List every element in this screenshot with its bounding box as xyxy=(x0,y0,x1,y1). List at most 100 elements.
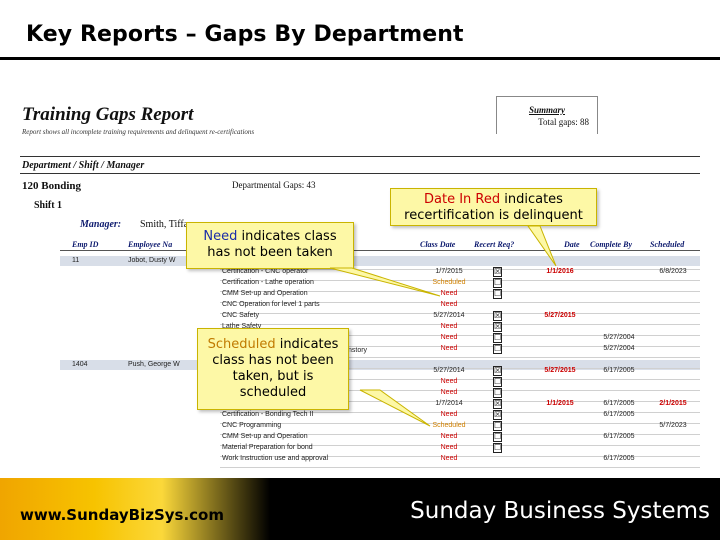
table-row: CNC Safety 5/27/2014 5/27/2015 ☒ xyxy=(20,311,700,322)
class-date: Scheduled xyxy=(432,279,466,286)
course-name: CMM Set-up and Operation xyxy=(222,433,308,440)
recert-checkbox: ☒ xyxy=(493,399,502,409)
class-date: Need xyxy=(440,455,458,462)
manager-name: Smith, Tiffany xyxy=(140,219,199,230)
column-header-complete-by: Complete By xyxy=(590,240,632,249)
table-row: Certification - Lathe operation Scheduled… xyxy=(20,278,700,289)
table-row: Lathe Safety Need ☒ xyxy=(20,322,700,333)
table-row: Certification - Bonding Tech II Need 6/17/… xyxy=(20,410,700,421)
complete-by: 6/17/2005 xyxy=(603,433,635,440)
class-date: Need xyxy=(440,444,458,451)
class-date: Need xyxy=(440,411,458,418)
shift-name: Shift 1 xyxy=(34,200,63,211)
recert-checkbox: ☐ xyxy=(493,388,502,398)
callout-date-red-text: indicates xyxy=(500,192,563,207)
employee-id: 11 xyxy=(72,257,80,264)
scheduled-date: 6/8/2023 xyxy=(659,268,687,275)
table-row xyxy=(20,355,700,366)
table-row: Need 5/27/2004 ☐ xyxy=(20,333,700,344)
table-row: CNC Programming Scheduled 5/7/2023 ☐ xyxy=(20,421,700,432)
footer-bar: www.SundayBizSys.com Sunday Business Sys… xyxy=(0,478,720,540)
employee-name: Jobot, Dusty W xyxy=(128,257,176,264)
recert-checkbox: ☒ xyxy=(493,322,502,332)
training-gaps-report: Training Gaps Report Report shows all in… xyxy=(20,96,700,470)
recert-checkbox: ☐ xyxy=(493,278,502,288)
recert-checkbox: ☐ xyxy=(493,289,502,299)
callout-scheduled: Scheduled indicates class has not been t… xyxy=(197,328,349,410)
due-date: 1/1/2015 xyxy=(546,400,574,407)
report-subtitle: Report shows all incomplete training req… xyxy=(22,128,255,136)
recert-checkbox: ☒ xyxy=(493,410,502,420)
table-row: Certification - CNC operator 1/7/2015 1/1/… xyxy=(20,267,700,278)
course-name: Work Instruction use and approval xyxy=(222,455,329,462)
recert-checkbox: ☐ xyxy=(493,421,502,431)
column-header-employee-name: Employee Na xyxy=(128,240,173,249)
complete-by: 6/17/2005 xyxy=(603,455,635,462)
table-row: CNC Operation for level 1 parts Need xyxy=(20,300,700,311)
table-row: Need ☐ xyxy=(20,377,700,388)
course-name: CMM Set-up and Operation xyxy=(222,290,308,297)
footer-brand: Sunday Business Systems xyxy=(410,498,710,524)
class-date: Need xyxy=(440,389,458,396)
callout-need-text-2: has not been taken xyxy=(207,245,333,260)
course-name: CNC Safety xyxy=(222,312,259,319)
course-name: CNC Operation for level 1 parts xyxy=(222,301,320,308)
recert-checkbox: ☐ xyxy=(493,432,502,442)
table-row: Work Instruction use and approval Need 6/1… xyxy=(20,454,700,465)
column-header-scheduled: Scheduled xyxy=(650,240,685,249)
due-date: 5/27/2015 xyxy=(544,312,576,319)
recert-checkbox: ☐ xyxy=(493,377,502,387)
summary-title: Summary xyxy=(528,105,565,115)
title-divider xyxy=(0,57,720,60)
table-row: Material Preparation for bond Need ☐ xyxy=(20,443,700,454)
department-name: 120 Bonding xyxy=(22,180,81,192)
recert-checkbox: ☒ xyxy=(493,267,502,277)
employee-id: 1404 xyxy=(72,361,88,368)
course-name: Certification - Lathe operation xyxy=(222,279,314,286)
report-title: Training Gaps Report xyxy=(22,104,194,125)
callout-date-red-highlight: Date In Red xyxy=(424,192,501,207)
summary-box: Summary Total gaps: 88 xyxy=(496,96,598,134)
class-date: Need xyxy=(440,334,458,341)
callout-scheduled-text-3: taken, but is xyxy=(232,369,314,384)
group-header: Department / Shift / Manager xyxy=(22,160,145,171)
table-row: CMM Set-up and Operation Need 6/17/2005 ☐ xyxy=(20,432,700,443)
table-row: 5/27/2014 5/27/2015 6/17/2005 ☒ xyxy=(20,366,700,377)
course-fragment: nstory xyxy=(348,347,368,354)
complete-by: 6/17/2005 xyxy=(603,411,635,418)
class-date: Need xyxy=(440,323,458,330)
class-date: Need xyxy=(440,378,458,385)
callout-need-highlight: Need xyxy=(203,229,238,244)
slide-title: Key Reports – Gaps By Department xyxy=(26,22,464,47)
scheduled-date: 2/1/2015 xyxy=(659,400,687,407)
course-name: CNC Programming xyxy=(222,422,282,429)
class-date: Scheduled xyxy=(432,422,466,429)
complete-by: 5/27/2004 xyxy=(603,345,635,352)
complete-by: 6/17/2005 xyxy=(603,367,635,374)
callout-scheduled-text-2: class has not been xyxy=(212,353,334,368)
class-date: Need xyxy=(440,290,458,297)
recert-checkbox: ☒ xyxy=(493,311,502,321)
column-header-date: Date xyxy=(564,240,580,249)
due-date: 5/27/2015 xyxy=(544,367,576,374)
course-name: Lathe Safety xyxy=(222,323,262,330)
column-header-recert-req: Recert Req? xyxy=(474,240,515,249)
table-row: Need 5/27/2004 ☐ xyxy=(20,344,700,355)
scheduled-date: 5/7/2023 xyxy=(659,422,687,429)
recert-checkbox: ☐ xyxy=(493,344,502,354)
course-name: Certification - CNC operator xyxy=(222,268,309,275)
table-row: Certification - Bonding Tech I1/7/20141/… xyxy=(20,399,700,410)
course-name: Certification - Bonding Tech II xyxy=(222,411,314,418)
class-date: Need xyxy=(440,433,458,440)
class-date: 1/7/2014 xyxy=(435,400,463,407)
divider xyxy=(20,156,700,157)
recert-checkbox: ☐ xyxy=(493,443,502,453)
recert-checkbox: ☒ xyxy=(493,366,502,376)
callout-date-red-text-2: recertification is delinquent xyxy=(404,208,583,223)
complete-by: 5/27/2004 xyxy=(603,334,635,341)
column-header-class-date: Class Date xyxy=(420,240,456,249)
callout-date-red: Date In Red indicates recertification is… xyxy=(390,188,597,226)
class-date: 5/27/2014 xyxy=(433,367,465,374)
total-gaps: Total gaps: 88 xyxy=(538,117,589,127)
callout-need-text: indicates class xyxy=(237,229,337,244)
